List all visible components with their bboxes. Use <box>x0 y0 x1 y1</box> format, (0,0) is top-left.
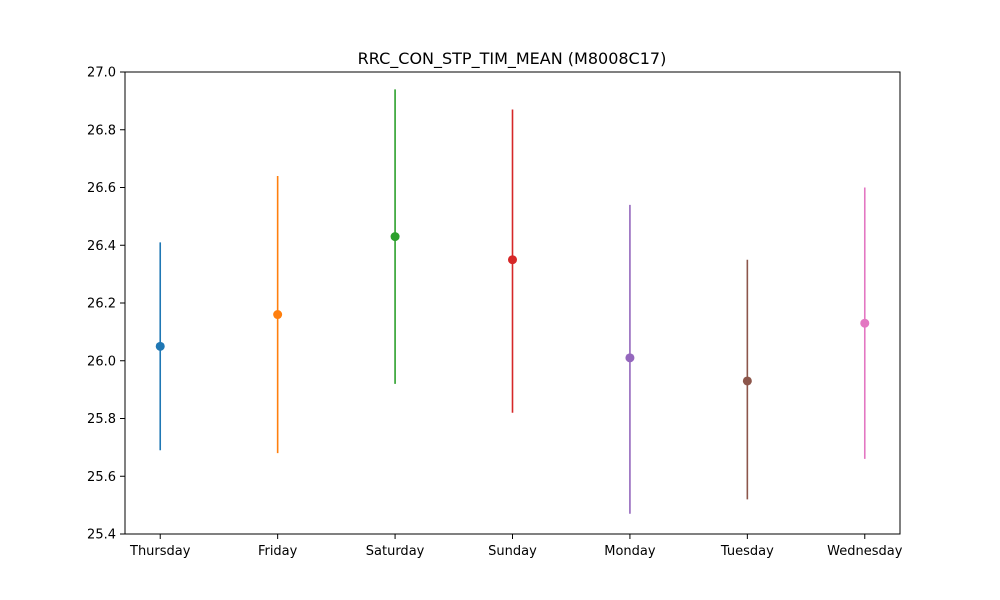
x-tick-label: Sunday <box>488 544 537 559</box>
x-tick-label: Wednesday <box>827 544 903 559</box>
x-tick-label: Monday <box>604 544 656 559</box>
x-tick-label: Tuesday <box>720 544 774 559</box>
mean-point <box>508 255 517 265</box>
y-tick-label: 26.8 <box>87 123 116 138</box>
y-tick-label: 25.8 <box>87 412 116 427</box>
chart-title: RRC_CON_STP_TIM_MEAN (M8008C17) <box>358 49 667 69</box>
plot-frame <box>124 71 901 535</box>
mean-point <box>625 353 635 363</box>
x-tick-label: Friday <box>258 544 298 559</box>
mean-point <box>273 310 283 320</box>
y-tick-label: 26.2 <box>87 297 116 312</box>
y-tick-label: 26.4 <box>87 239 116 254</box>
y-tick-label: 25.4 <box>87 528 116 543</box>
y-tick-label: 27.0 <box>87 66 116 81</box>
y-tick-label: 25.6 <box>87 470 116 485</box>
x-tick-label: Saturday <box>366 544 425 559</box>
mean-point <box>742 376 752 386</box>
y-axis: 25.4 25.6 25.8 26.0 26.2 26.4 26.6 26.8 27.0 <box>87 66 125 543</box>
mean-point <box>390 232 400 242</box>
x-tick-label: Thursday <box>129 544 191 559</box>
y-tick-label: 26.0 <box>87 354 116 369</box>
mean-point <box>155 341 165 351</box>
x-axis: Thursday Friday Saturday Sunday Monday Tuesda… <box>129 534 903 559</box>
mean-point <box>860 318 870 328</box>
y-tick-label: 26.6 <box>87 181 116 196</box>
data-marks <box>155 89 870 514</box>
